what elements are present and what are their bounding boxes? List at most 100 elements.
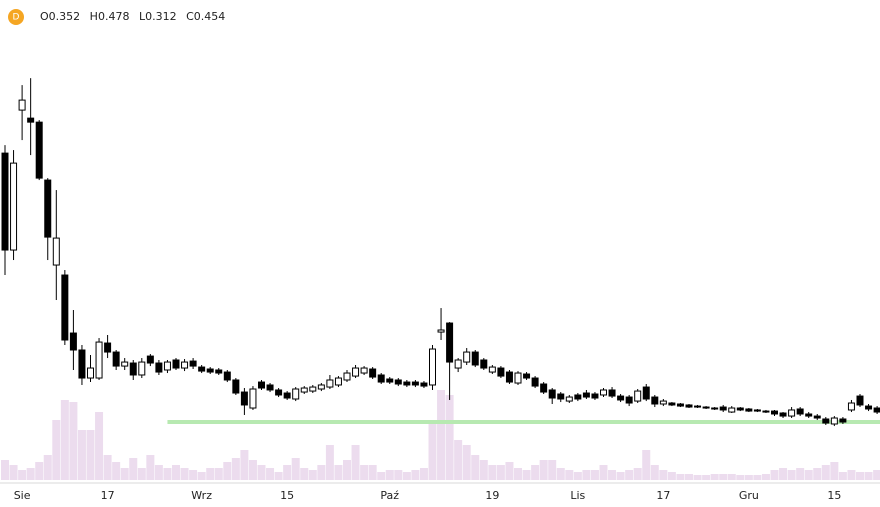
volume-bar: [291, 458, 300, 480]
candle-body: [753, 409, 761, 412]
candle-body: [805, 413, 813, 417]
volume-bar: [274, 472, 283, 480]
volume-bar: [847, 470, 856, 480]
interval-badge[interactable]: [8, 9, 24, 25]
volume-bar: [813, 468, 822, 480]
candle-body: [172, 359, 180, 369]
volume-bar: [787, 470, 796, 480]
volume-bar: [402, 472, 411, 480]
volume-bar: [693, 475, 702, 480]
candle-body: [360, 367, 368, 374]
candle-body: [788, 409, 796, 417]
volume-bar: [26, 468, 35, 480]
candle-body: [155, 362, 163, 373]
candle-body: [206, 368, 214, 373]
candle-body: [420, 382, 428, 387]
ohlc-value: 0.312: [145, 10, 177, 23]
candle-body: [429, 348, 436, 386]
candle-body: [1, 152, 9, 251]
candle-body: [694, 405, 702, 408]
candle-body: [523, 373, 531, 379]
candle-body: [779, 412, 787, 417]
candle-body: [719, 406, 727, 411]
candle-body: [35, 121, 43, 179]
x-tick-label: 17: [656, 489, 670, 502]
volume-bar: [197, 472, 206, 480]
volume-bar: [351, 445, 360, 480]
volume-bar: [633, 468, 642, 480]
x-tick-label: 19: [485, 489, 499, 502]
volume-bar: [343, 460, 351, 480]
volume-bar: [283, 465, 292, 480]
volume-bar: [43, 455, 52, 480]
volume-bar: [394, 470, 403, 480]
candle-body: [52, 237, 60, 266]
volume-bar: [240, 450, 249, 480]
candle-body: [548, 389, 556, 399]
volume-bar: [496, 465, 505, 480]
candle-body: [249, 388, 257, 409]
volume-bar: [9, 465, 18, 480]
volume-bar: [223, 462, 232, 480]
candle-body: [651, 396, 659, 405]
candle-body: [497, 367, 505, 377]
volume-bar: [821, 465, 830, 480]
volume-bar: [856, 472, 864, 480]
volume-bar: [676, 474, 685, 480]
candle-body: [403, 381, 411, 386]
volume-bar: [189, 470, 198, 480]
volume-bar: [129, 458, 138, 480]
volume-bar: [667, 472, 676, 480]
volume-bar: [608, 470, 617, 480]
candle-body: [189, 360, 197, 367]
candle-body: [275, 389, 283, 396]
volume-bar: [411, 470, 420, 480]
candle-body: [634, 390, 642, 402]
candle-body: [232, 379, 240, 394]
volume-bar: [864, 472, 873, 480]
candle-body: [240, 391, 248, 406]
volume-bar: [744, 475, 753, 480]
candle-body: [78, 349, 86, 379]
candle-body: [659, 400, 667, 405]
ohlc-key: L: [139, 10, 146, 23]
ohlc-value: 0.478: [98, 10, 130, 23]
candle-body: [505, 371, 513, 383]
candle-body: [600, 389, 607, 396]
candle-body: [847, 402, 855, 411]
candle-body: [531, 377, 539, 387]
volume-bar: [573, 472, 582, 480]
volume-bar: [86, 430, 95, 480]
candle-body: [326, 379, 334, 388]
candle-body: [309, 386, 317, 392]
candle-body: [771, 410, 778, 415]
candle-body: [266, 384, 274, 391]
volume-bar: [556, 468, 565, 480]
candle-body: [642, 386, 650, 400]
ohlc-key: O: [40, 10, 49, 23]
x-tick-label: Sie: [14, 489, 31, 502]
candle-body: [129, 362, 137, 376]
candle-body: [394, 379, 402, 385]
volume-bar: [488, 465, 497, 480]
candle-body: [839, 418, 847, 423]
candle-body: [557, 393, 565, 400]
volume-bar: [231, 458, 240, 480]
volume-bar: [454, 440, 463, 480]
candle-body: [702, 406, 710, 409]
candle-body: [514, 372, 522, 384]
volume-bar: [95, 412, 104, 480]
volume-bar: [659, 470, 668, 480]
candle-body: [728, 407, 736, 413]
volume-bar: [796, 468, 805, 480]
volume-bar: [146, 455, 155, 480]
volume-bar: [308, 470, 317, 480]
volume-bar: [18, 470, 27, 480]
candle-body: [591, 393, 599, 399]
volume-bar: [266, 468, 275, 480]
candle-body: [292, 388, 300, 400]
volume-bar: [419, 468, 428, 480]
volume-bar: [599, 465, 608, 480]
candle-body: [454, 359, 462, 369]
volume-bar: [522, 470, 531, 480]
